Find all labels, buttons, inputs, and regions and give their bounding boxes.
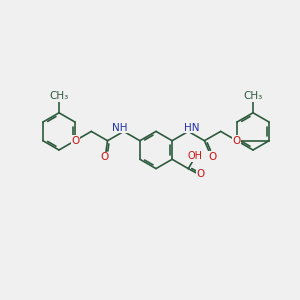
Text: NH: NH xyxy=(112,123,128,133)
Text: O: O xyxy=(100,152,108,162)
Text: CH₃: CH₃ xyxy=(243,91,262,101)
Text: O: O xyxy=(196,169,205,179)
Text: O: O xyxy=(208,152,216,162)
Text: CH₃: CH₃ xyxy=(50,91,69,101)
Text: O: O xyxy=(71,136,79,146)
Text: O: O xyxy=(233,136,241,146)
Text: OH: OH xyxy=(188,151,202,161)
Text: HN: HN xyxy=(184,123,200,133)
